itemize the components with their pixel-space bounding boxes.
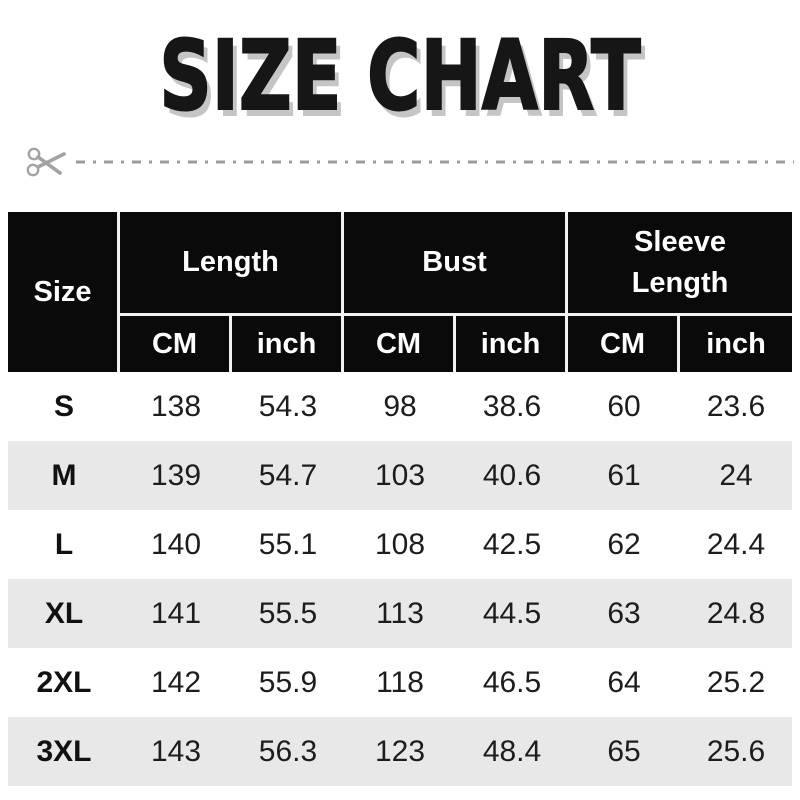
unit-bust-inch: inch (456, 316, 569, 372)
unit-sleeve-inch: inch (680, 316, 793, 372)
value-cell: 63 (568, 579, 681, 648)
value-cell: 55.9 (232, 648, 344, 717)
header-sleeve-length: Sleeve Length (568, 212, 793, 316)
value-cell: 140 (120, 510, 232, 579)
size-label: M (8, 441, 120, 510)
table-row: M 139 54.7 103 40.6 61 24 (8, 441, 793, 510)
value-cell: 23.6 (680, 372, 793, 441)
value-cell: 54.7 (232, 441, 344, 510)
value-cell: 38.6 (456, 372, 569, 441)
table-row: L 140 55.1 108 42.5 62 24.4 (8, 510, 793, 579)
unit-bust-cm: CM (344, 316, 456, 372)
value-cell: 24 (680, 441, 793, 510)
value-cell: 139 (120, 441, 232, 510)
size-chart-table: Size Length Bust Sleeve Length CM inch C… (8, 212, 793, 786)
value-cell: 123 (344, 717, 456, 786)
value-cell: 142 (120, 648, 232, 717)
unit-header-row: CM inch CM inch CM inch (8, 316, 793, 372)
page-title: SIZE CHART (158, 20, 641, 132)
value-cell: 103 (344, 441, 456, 510)
size-label: S (8, 372, 120, 441)
header-bust: Bust (344, 212, 569, 316)
header-sleeve-length-label: Sleeve Length (631, 226, 729, 299)
size-label: 3XL (8, 717, 120, 786)
table-row: 3XL 143 56.3 123 48.4 65 25.6 (8, 717, 793, 786)
table-row: XL 141 55.5 113 44.5 63 24.8 (8, 579, 793, 648)
value-cell: 25.2 (680, 648, 793, 717)
value-cell: 24.8 (680, 579, 793, 648)
size-label: L (8, 510, 120, 579)
value-cell: 138 (120, 372, 232, 441)
value-cell: 62 (568, 510, 681, 579)
unit-length-inch: inch (232, 316, 344, 372)
size-label: XL (8, 579, 120, 648)
value-cell: 56.3 (232, 717, 344, 786)
group-header-row: Size Length Bust Sleeve Length (8, 212, 793, 372)
table-row: S 138 54.3 98 38.6 60 23.6 (8, 372, 793, 441)
value-cell: 98 (344, 372, 456, 441)
value-cell: 65 (568, 717, 681, 786)
value-cell: 108 (344, 510, 456, 579)
size-label: 2XL (8, 648, 120, 717)
value-cell: 118 (344, 648, 456, 717)
value-cell: 42.5 (456, 510, 569, 579)
value-cell: 60 (568, 372, 681, 441)
value-cell: 64 (568, 648, 681, 717)
scissors-icon (26, 147, 66, 177)
value-cell: 54.3 (232, 372, 344, 441)
unit-sleeve-cm: CM (568, 316, 681, 372)
header-size: Size (8, 212, 120, 372)
value-cell: 25.6 (680, 717, 793, 786)
value-cell: 40.6 (456, 441, 569, 510)
table-body: S 138 54.3 98 38.6 60 23.6 M 139 54.7 10… (8, 372, 793, 786)
value-cell: 44.5 (456, 579, 569, 648)
cut-line (0, 142, 800, 182)
value-cell: 48.4 (456, 717, 569, 786)
value-cell: 143 (120, 717, 232, 786)
header-length: Length (120, 212, 344, 316)
value-cell: 46.5 (456, 648, 569, 717)
unit-length-cm: CM (120, 316, 232, 372)
value-cell: 55.1 (232, 510, 344, 579)
cut-line-graphic (26, 147, 794, 177)
table-header: Size Length Bust Sleeve Length CM inch C… (8, 212, 793, 372)
value-cell: 141 (120, 579, 232, 648)
table-row: 2XL 142 55.9 118 46.5 64 25.2 (8, 648, 793, 717)
value-cell: 24.4 (680, 510, 793, 579)
value-cell: 113 (344, 579, 456, 648)
value-cell: 61 (568, 441, 681, 510)
value-cell: 55.5 (232, 579, 344, 648)
